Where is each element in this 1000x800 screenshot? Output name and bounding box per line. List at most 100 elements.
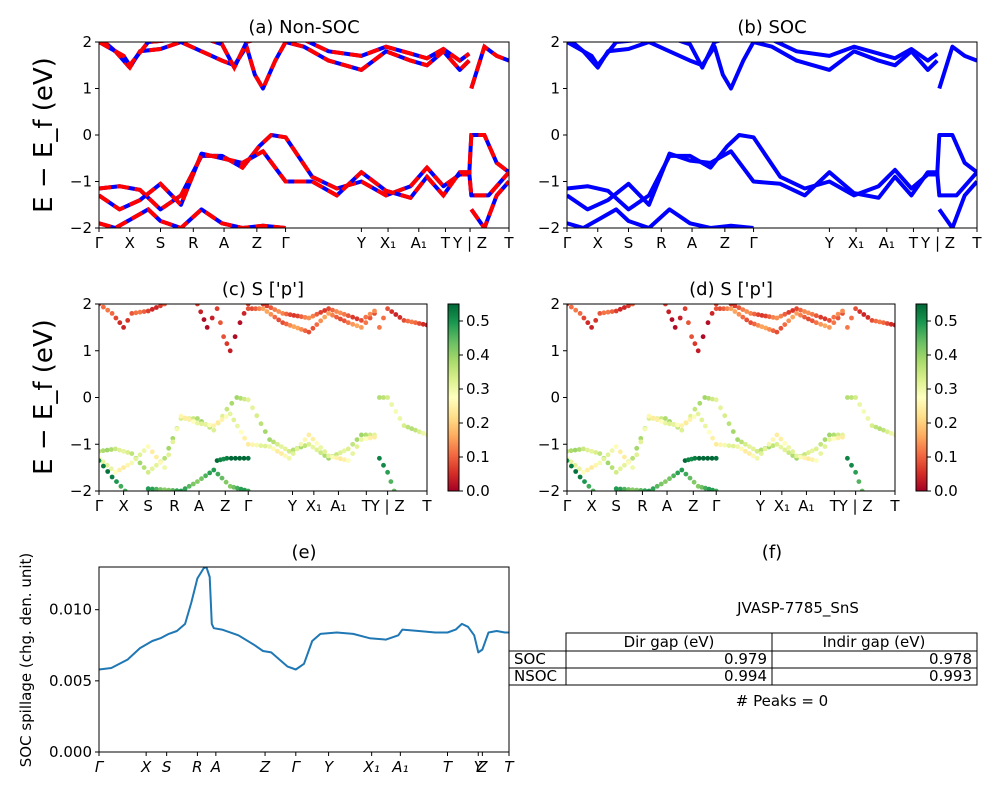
band-point [377,455,382,461]
band-point [367,311,373,317]
band-point [162,304,167,307]
band-point [231,484,237,490]
band-point [125,450,131,455]
xtick-label: Y [287,497,298,515]
band-point [334,452,339,457]
band-point [381,315,386,321]
band-point [215,471,221,477]
band-point [609,448,615,454]
band-line [567,42,939,70]
ytick-label: 2 [82,295,92,313]
band-line [469,180,509,228]
band-point [790,314,796,320]
band-point [601,310,607,316]
band-point [211,467,217,473]
band-point [585,467,590,473]
band-point [201,317,207,322]
band-point [728,304,734,307]
band-point [859,488,865,491]
band-point [385,306,390,312]
band-point [101,463,106,469]
band-point [786,445,792,450]
table-header-indir: Indir gap (eV) [823,633,926,651]
band-point [634,445,640,451]
ytick-label: −1 [538,435,560,453]
band-point [275,441,280,447]
band-point [405,424,411,430]
band-point [671,422,676,427]
ytick-label: −1 [70,173,92,191]
band-point [609,309,615,314]
band-point [605,460,611,466]
band-point [686,320,691,326]
xtick-label: R [188,234,198,252]
band-point [242,435,248,441]
band-point [166,452,172,458]
band-point [705,320,711,326]
band-point [101,304,106,310]
band-point [322,449,328,455]
band-point [701,455,706,461]
xtick-label: X₁ [306,497,322,515]
panel-e-title: (e) [291,542,316,563]
band-point [809,448,815,454]
band-point [806,450,811,456]
xtick-label: T [908,234,919,252]
band-point [585,447,590,453]
band-point [125,462,131,468]
band-point [646,488,652,491]
band-point [755,323,761,328]
band-point [306,441,312,447]
panel-b-title: (b) SOC [737,17,806,38]
band-point [245,488,251,491]
table-cell: 0.994 [724,667,767,685]
xtick-label: Z [476,758,488,776]
band-point [747,444,752,449]
band-point [873,318,879,324]
band-point [567,458,570,463]
panel-c-colorbar [448,304,459,491]
band-point [235,423,240,429]
band-point [215,420,221,425]
band-point [388,479,394,484]
band-point [581,315,587,321]
band-point [235,485,240,491]
colorbar-tick-label: 0.2 [466,414,490,432]
xtick-label: Γ [712,497,721,515]
band-point [199,476,204,482]
band-point [174,426,180,432]
band-point [581,446,586,452]
band-point [717,306,723,312]
panel-f-gap-table: (f) JVASP-7785_SnS Dir gap (eV) Indir ga… [508,542,978,710]
band-point [818,314,824,320]
band-point [778,325,784,331]
band-point [397,416,403,421]
band-point [856,479,862,484]
band-point [220,413,225,419]
band-point [149,486,155,491]
band-point [691,414,697,420]
band-point [754,448,760,454]
panel-a-yticks: 2 1 0 −1 −2 [70,33,99,237]
band-point [706,395,711,401]
xtick-label: Γ [749,234,758,252]
ytick-label: 1 [82,342,92,360]
band-point [314,447,320,453]
band-point [245,304,251,307]
band-point [393,409,399,414]
band-point [613,486,619,491]
band-point [334,314,339,320]
band-point [291,313,297,318]
xtick-label: Y [824,234,835,252]
ytick-label: 0.010 [49,601,92,619]
band-point [271,446,276,452]
band-point [363,432,369,438]
band-point [888,430,894,436]
band-point [818,321,824,327]
band-point [137,452,143,458]
band-point [732,304,738,309]
band-point [750,453,756,459]
band-point [286,448,292,454]
band-point [590,488,596,491]
